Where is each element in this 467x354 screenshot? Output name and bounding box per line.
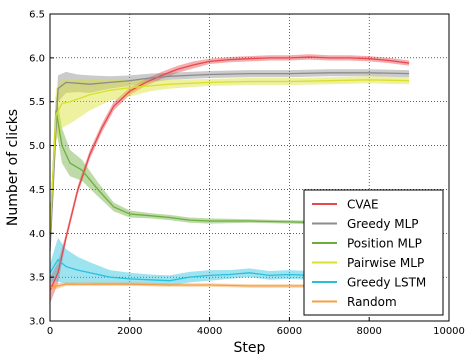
- y-tick-label: 3.0: [29, 317, 45, 328]
- y-tick-label: 4.0: [29, 229, 45, 240]
- x-tick-label: 8000: [356, 326, 381, 337]
- x-tick-label: 4000: [197, 326, 222, 337]
- legend-box: [303, 189, 444, 316]
- series-line: [49, 258, 330, 282]
- series-lines: [49, 56, 410, 291]
- y-tick-label: 5.5: [29, 97, 45, 108]
- legend-label: Greedy LSTM: [347, 276, 426, 290]
- legend-label: Greedy MLP: [347, 217, 419, 231]
- series-line: [49, 110, 330, 234]
- x-tick-label: 2000: [117, 326, 142, 337]
- plot-frame: [49, 13, 450, 322]
- series-line: [49, 79, 410, 234]
- series-band: [50, 69, 410, 260]
- legend-label: Random: [347, 295, 397, 309]
- y-tick-label: 6.0: [29, 53, 45, 64]
- series-line: [49, 56, 410, 291]
- series-band: [50, 76, 410, 247]
- axis-ticks: 0 2000 4000 6000 8000 10000 3.0 3.5 4.0 4.5 5.0 5.5…: [29, 10, 465, 338]
- y-tick-label: 4.5: [29, 185, 45, 196]
- y-tick-label: 6.5: [29, 10, 45, 21]
- series-line: [49, 283, 330, 289]
- legend: CVAE Greedy MLP Position MLP Pairwise MLP Gr…: [303, 189, 444, 316]
- x-tick-label: 10000: [433, 326, 465, 337]
- legend-label: Position MLP: [347, 237, 422, 251]
- y-tick-label: 3.5: [29, 273, 45, 284]
- x-axis-label: Step: [234, 340, 266, 354]
- y-axis-label: Number of clicks: [5, 109, 21, 226]
- legend-label: Pairwise MLP: [347, 256, 424, 270]
- y-tick-label: 5.0: [29, 141, 45, 152]
- series-line: [49, 72, 410, 251]
- x-tick-label: 6000: [277, 326, 302, 337]
- legend-label: CVAE: [347, 198, 379, 212]
- x-tick-label: 0: [47, 326, 53, 337]
